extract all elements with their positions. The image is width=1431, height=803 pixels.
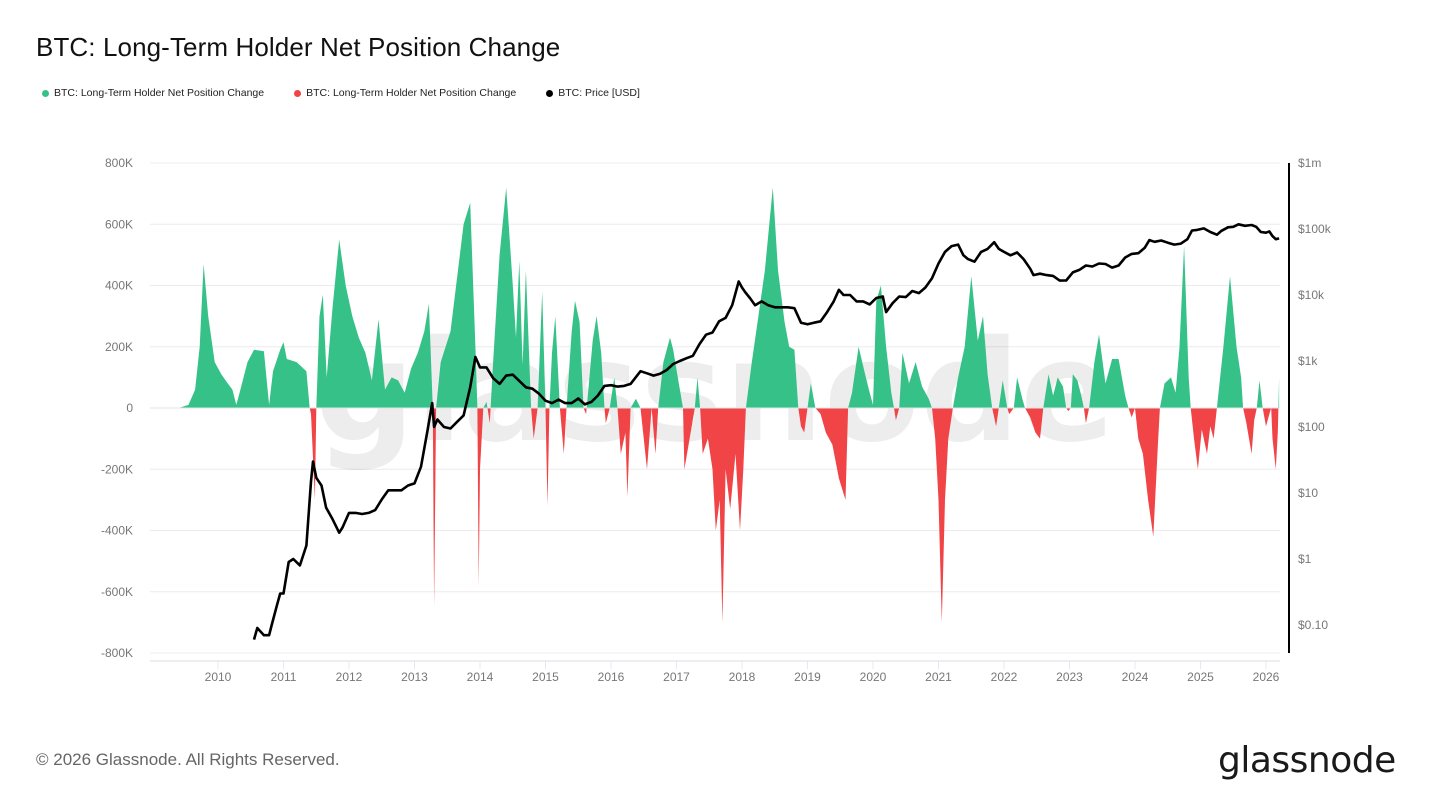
x-tick-label: 2011 bbox=[271, 670, 297, 684]
x-axis: 2010 2011 2012 2013 2014 2015 2016 2017 2018 2019… bbox=[150, 660, 1280, 684]
legend-dot-red-icon bbox=[294, 89, 302, 97]
x-tick-label: 2019 bbox=[794, 670, 821, 684]
legend-label: BTC: Price [USD] bbox=[558, 87, 640, 99]
price-line-group bbox=[252, 223, 1280, 640]
y-left-tick-label: -800K bbox=[101, 646, 133, 660]
y-axis-right: $1m $100k $10k $1k $100 $10 $1 $0.10 bbox=[1288, 156, 1332, 653]
x-tick-label: 2024 bbox=[1122, 670, 1149, 684]
y-left-tick-label: -600K bbox=[101, 585, 133, 599]
x-tick-label: 2021 bbox=[925, 670, 952, 684]
legend-item-lth-positive[interactable]: BTC: Long-Term Holder Net Position Chang… bbox=[42, 87, 264, 99]
x-tick-label: 2015 bbox=[532, 670, 559, 684]
legend-item-lth-negative[interactable]: BTC: Long-Term Holder Net Position Chang… bbox=[294, 87, 516, 99]
x-tick-label: 2017 bbox=[663, 670, 690, 684]
x-tick-label: 2022 bbox=[991, 670, 1018, 684]
y-right-tick-label: $0.10 bbox=[1298, 618, 1328, 632]
x-tick-label: 2025 bbox=[1187, 670, 1214, 684]
legend-label: BTC: Long-Term Holder Net Position Chang… bbox=[306, 87, 517, 99]
legend-label: BTC: Long-Term Holder Net Position Chang… bbox=[54, 87, 265, 99]
x-tick-label: 2016 bbox=[598, 670, 625, 684]
x-tick-label: 2018 bbox=[729, 670, 756, 684]
y-left-tick-label: 200K bbox=[105, 340, 133, 354]
x-tick-label: 2026 bbox=[1253, 670, 1280, 684]
y-left-tick-label: 600K bbox=[105, 217, 133, 231]
y-left-tick-label: -400K bbox=[101, 524, 133, 538]
chart-legend: BTC: Long-Term Holder Net Position Chang… bbox=[42, 87, 670, 99]
positive-net-position-area bbox=[178, 187, 1280, 408]
x-tick-label: 2010 bbox=[205, 670, 232, 684]
y-left-tick-label: 400K bbox=[105, 279, 133, 293]
chart-title: BTC: Long-Term Holder Net Position Chang… bbox=[36, 32, 561, 62]
copyright-text: © 2026 Glassnode. All Rights Reserved. bbox=[36, 750, 340, 769]
legend-dot-black-icon bbox=[546, 89, 554, 97]
net-position-areas bbox=[150, 187, 1280, 623]
negative-net-position-area bbox=[178, 408, 1280, 623]
y-right-tick-label: $10 bbox=[1298, 486, 1318, 500]
y-left-tick-label: 0 bbox=[126, 401, 133, 415]
glassnode-logo[interactable]: glassnode bbox=[1218, 740, 1396, 781]
y-right-tick-label: $10k bbox=[1298, 288, 1325, 302]
y-right-tick-label: $100 bbox=[1298, 420, 1325, 434]
x-tick-label: 2013 bbox=[401, 670, 428, 684]
x-tick-label: 2020 bbox=[860, 670, 887, 684]
y-left-tick-label: -200K bbox=[101, 462, 133, 476]
legend-item-price[interactable]: BTC: Price [USD] bbox=[546, 87, 640, 99]
y-right-tick-label: $100k bbox=[1298, 222, 1332, 236]
price-line bbox=[252, 223, 1280, 640]
legend-dot-green-icon bbox=[42, 89, 49, 97]
x-tick-label: 2014 bbox=[467, 670, 494, 684]
y-left-tick-label: 800K bbox=[105, 156, 133, 170]
y-right-tick-label: $1m bbox=[1298, 156, 1321, 170]
x-tick-label: 2023 bbox=[1056, 670, 1083, 684]
y-right-tick-label: $1k bbox=[1298, 354, 1318, 368]
x-tick-label: 2012 bbox=[336, 670, 363, 684]
y-axis-left: 800K 600K 400K 200K 0 -200K -400K -600K -800K bbox=[101, 156, 133, 660]
y-right-tick-label: $1 bbox=[1298, 552, 1312, 566]
